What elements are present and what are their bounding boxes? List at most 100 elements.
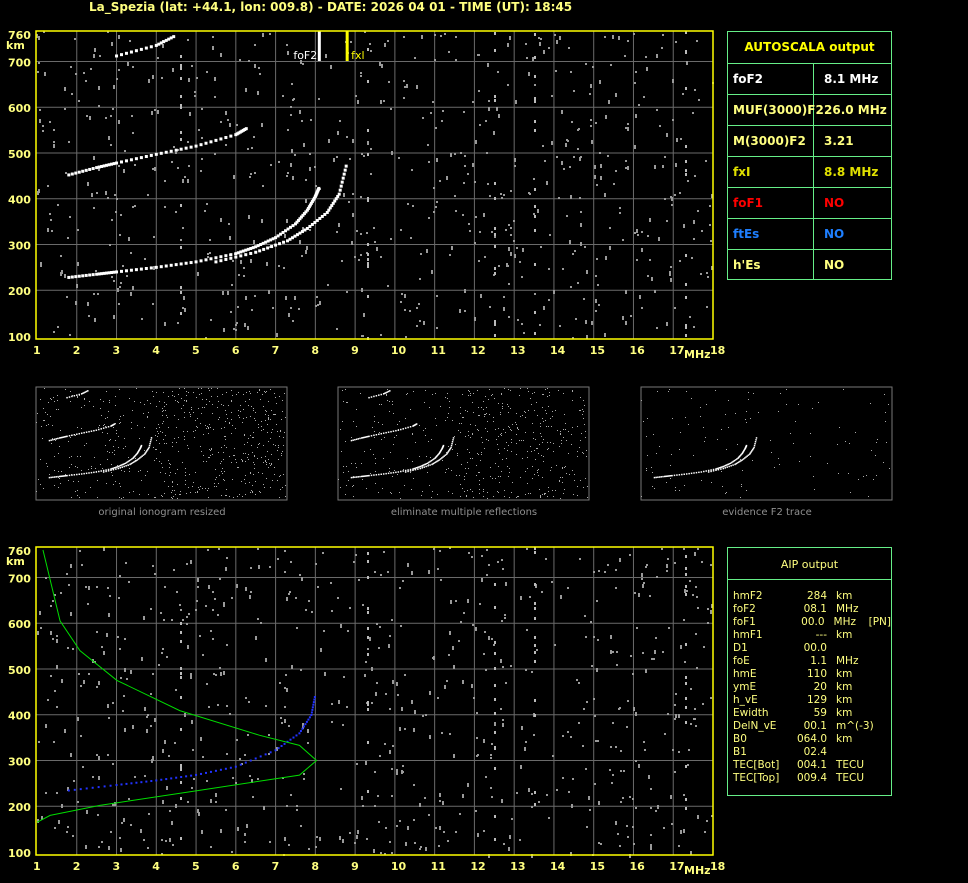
thumbnail-trace-point	[724, 467, 727, 469]
thumbnail-noise	[530, 398, 531, 399]
thumbnail-noise	[577, 486, 578, 487]
noise-dot	[251, 779, 253, 783]
noise-dot	[418, 303, 420, 305]
noise-dot	[70, 66, 72, 68]
thumbnail-noise	[538, 469, 539, 470]
noise-dot	[337, 597, 339, 599]
thumbnail-trace-point	[750, 451, 752, 453]
thumbnail-noise	[770, 440, 771, 441]
thumbnail-trace-point	[705, 470, 707, 472]
noise-dot	[96, 631, 98, 633]
noise-column-dot	[367, 741, 369, 744]
thumbnail-trace-point	[409, 470, 412, 472]
aip-row: foF1 00.0 MHz [PN]	[728, 616, 891, 629]
thumbnail-noise	[251, 445, 252, 446]
aip-param: h_vE	[733, 694, 758, 706]
thumbnail-noise	[156, 458, 157, 459]
thumbnail-noise	[490, 476, 491, 477]
noise-dot	[212, 638, 214, 640]
thumbnail-trace-point	[698, 471, 700, 474]
x-tick-label: 12	[470, 860, 485, 873]
thumbnail-trace-point	[397, 471, 400, 473]
thumbnail-noise	[338, 479, 339, 480]
trace-point	[343, 168, 347, 172]
thumbnail-noise	[109, 400, 110, 401]
thumbnail-noise	[527, 457, 528, 458]
x-tick-label: 13	[510, 344, 525, 357]
thumbnail-noise	[728, 427, 729, 428]
noise-dot	[66, 573, 68, 575]
noise-dot	[223, 671, 225, 675]
noise-dot	[113, 280, 115, 282]
thumbnail-noise	[810, 433, 811, 434]
noise-dot	[481, 578, 483, 582]
thumbnail-trace-point	[655, 476, 657, 479]
thumbnail-noise	[187, 431, 188, 432]
noise-dot	[360, 196, 362, 198]
noise-dot	[615, 569, 617, 571]
aip-note: [PN]	[868, 616, 891, 628]
thumbnail-trace-point	[110, 468, 112, 470]
thumbnail-caption-evidence: evidence F2 trace	[722, 507, 812, 518]
noise-dot	[251, 309, 253, 311]
noise-dot	[629, 554, 631, 556]
thumbnail-noise	[555, 410, 556, 411]
thumbnail-noise	[500, 414, 501, 415]
thumbnail-trace-point	[432, 458, 435, 460]
noise-dot	[508, 283, 510, 285]
fitted-trace-point	[311, 708, 314, 711]
thumbnail-noise	[164, 402, 165, 403]
thumbnail-trace-point	[107, 468, 110, 471]
thumbnail-noise	[208, 427, 209, 428]
thumbnail-noise	[163, 410, 164, 411]
noise-dot	[615, 587, 617, 589]
thumbnail-noise	[52, 438, 53, 439]
thumbnail-noise	[479, 415, 480, 416]
noise-dot	[356, 835, 358, 839]
thumbnail-trace-point	[48, 476, 51, 479]
noise-column-dot	[685, 31, 687, 34]
thumbnail-trace-point	[685, 473, 688, 475]
thumbnail-noise	[512, 482, 513, 483]
thumbnail-noise	[274, 414, 275, 415]
noise-dot	[201, 108, 203, 110]
noise-dot	[292, 176, 294, 180]
noise-dot	[678, 751, 680, 753]
thumbnail-trace-point	[65, 475, 67, 477]
thumbnail-noise	[539, 444, 540, 445]
x-tick-label: 10	[391, 344, 407, 357]
thumbnail-trace-point	[102, 427, 105, 429]
thumbnail-noise	[112, 452, 113, 453]
noise-dot	[130, 292, 132, 296]
thumbnail-trace-point	[76, 473, 78, 476]
thumbnail-noise	[370, 449, 371, 450]
noise-dot	[649, 218, 651, 222]
thumbnail-trace-point	[712, 468, 715, 471]
thumbnail-noise	[465, 410, 466, 411]
noise-dot	[66, 831, 68, 833]
thumbnail-trace-point	[367, 475, 369, 477]
noise-dot	[710, 240, 712, 242]
noise-dot	[85, 80, 87, 82]
aip-unit: TECU	[836, 772, 865, 784]
autoscala-value: NO	[824, 227, 845, 241]
autoscala-key: foF1	[728, 188, 814, 218]
trace-point	[95, 272, 99, 276]
thumbnail-noise	[268, 419, 269, 420]
noise-dot	[533, 213, 535, 215]
trace-point	[295, 233, 299, 237]
noise-dot	[403, 80, 405, 82]
trace-point	[91, 167, 95, 171]
noise-dot	[420, 846, 422, 848]
noise-dot	[257, 618, 259, 620]
thumbnail-noise	[410, 409, 411, 410]
noise-dot	[419, 848, 421, 850]
noise-dot	[245, 587, 247, 591]
thumbnail-noise	[545, 389, 546, 390]
noise-dot	[81, 564, 83, 566]
thumbnail-noise	[107, 459, 108, 460]
noise-dot	[44, 72, 46, 76]
thumbnail-noise	[345, 389, 346, 390]
noise-dot	[197, 578, 199, 582]
